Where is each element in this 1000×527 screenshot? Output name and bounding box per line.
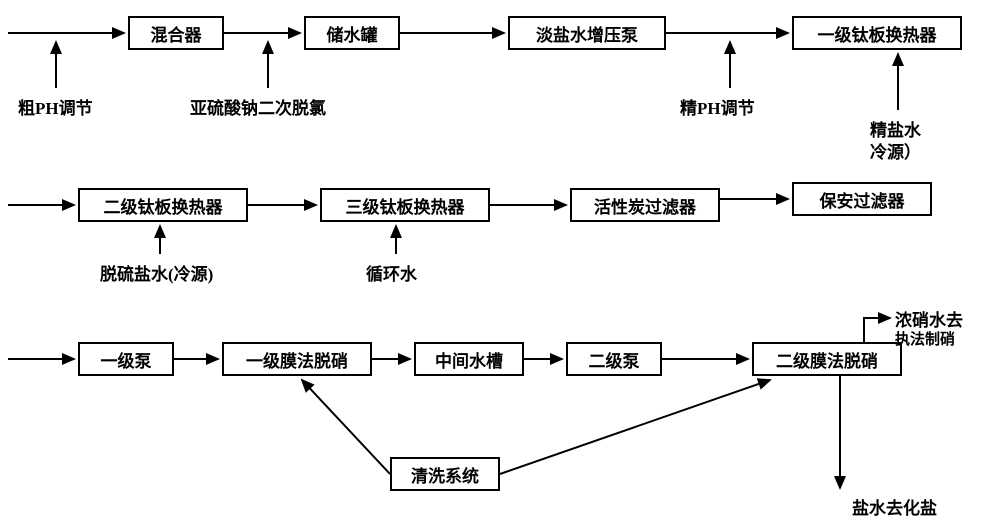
- label-brine-out: 盐水去化盐: [852, 494, 937, 519]
- label-coarse-ph: 粗PH调节: [18, 94, 93, 119]
- box-security: 保安过滤器: [792, 182, 932, 216]
- label-fine-ph: 精PH调节: [680, 94, 755, 119]
- label-conc2: 执法制硝: [895, 328, 955, 349]
- box-hx1: 一级钛板换热器: [792, 16, 962, 50]
- box-membrane2: 二级膜法脱硝: [752, 342, 902, 376]
- label-desulf: 脱硫盐水(冷源): [100, 260, 213, 285]
- box-clean: 清洗系统: [390, 457, 500, 491]
- box-pump1: 一级泵: [78, 342, 174, 376]
- box-carbon: 活性炭过滤器: [570, 188, 720, 222]
- box-tank: 储水罐: [304, 16, 400, 50]
- box-pump: 淡盐水增压泵: [508, 16, 666, 50]
- box-midtank: 中间水槽: [414, 342, 524, 376]
- box-hx3: 三级钛板换热器: [320, 188, 490, 222]
- label-fine-brine2: 冷源）: [870, 138, 921, 163]
- box-mixer: 混合器: [128, 16, 224, 50]
- box-pump2: 二级泵: [566, 342, 662, 376]
- box-membrane1: 一级膜法脱硝: [222, 342, 372, 376]
- label-sulfite: 亚硫酸钠二次脱氯: [190, 94, 326, 119]
- label-circ: 循环水: [366, 260, 417, 285]
- box-hx2: 二级钛板换热器: [78, 188, 248, 222]
